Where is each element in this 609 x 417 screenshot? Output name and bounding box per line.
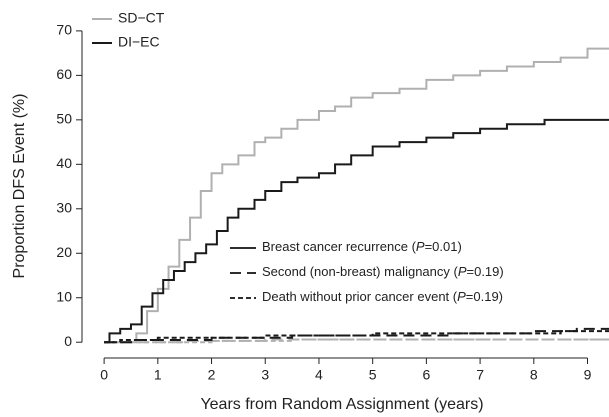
legend-p: P — [457, 289, 466, 304]
x-tick-label: 2 — [208, 367, 216, 383]
step-curve — [104, 118, 609, 344]
legend-text: Death without prior cancer event ( — [262, 289, 458, 304]
legend-p: P — [416, 239, 425, 254]
legend-text: Second (non-breast) malignancy ( — [262, 264, 458, 279]
y-tick-label: 20 — [56, 244, 72, 260]
step-curve — [104, 47, 609, 344]
legend-text: =0.19) — [466, 289, 503, 304]
x-tick-label: 6 — [422, 367, 430, 383]
step-curve — [104, 330, 609, 344]
legend-text: =0.19) — [467, 264, 504, 279]
y-tick-label: 10 — [56, 288, 72, 304]
legend-label: Death without prior cancer event (P=0.19… — [262, 289, 503, 304]
y-tick-label: 70 — [56, 22, 72, 38]
x-tick-label: 7 — [476, 367, 484, 383]
y-tick-label: 40 — [56, 155, 72, 171]
legend-label: DI−EC — [118, 34, 160, 50]
y-tick-label: 30 — [56, 199, 72, 215]
x-tick-label: 5 — [369, 367, 377, 383]
y-tick-label: 50 — [56, 111, 72, 127]
y-tick-label: 0 — [64, 333, 72, 349]
legend-text: =0.01) — [425, 239, 462, 254]
x-axis-label: Years from Random Assignment (years) — [200, 396, 483, 413]
y-tick-label: 60 — [56, 66, 72, 82]
x-tick-label: 9 — [584, 367, 592, 383]
step-curve — [104, 338, 609, 344]
legend-label: SD−CT — [118, 10, 165, 26]
x-tick-label: 1 — [154, 367, 162, 383]
legend-label: Breast cancer recurrence (P=0.01) — [262, 239, 462, 254]
legend-p: P — [458, 264, 467, 279]
x-tick-label: 4 — [315, 367, 323, 383]
legend-label: Second (non-breast) malignancy (P=0.19) — [262, 264, 504, 279]
x-tick-label: 8 — [530, 367, 538, 383]
y-axis-label: Proportion DFS Event (%) — [11, 94, 28, 279]
legend-text: Breast cancer recurrence ( — [262, 239, 417, 254]
x-tick-label: 0 — [100, 367, 108, 383]
x-tick-label: 3 — [261, 367, 269, 383]
